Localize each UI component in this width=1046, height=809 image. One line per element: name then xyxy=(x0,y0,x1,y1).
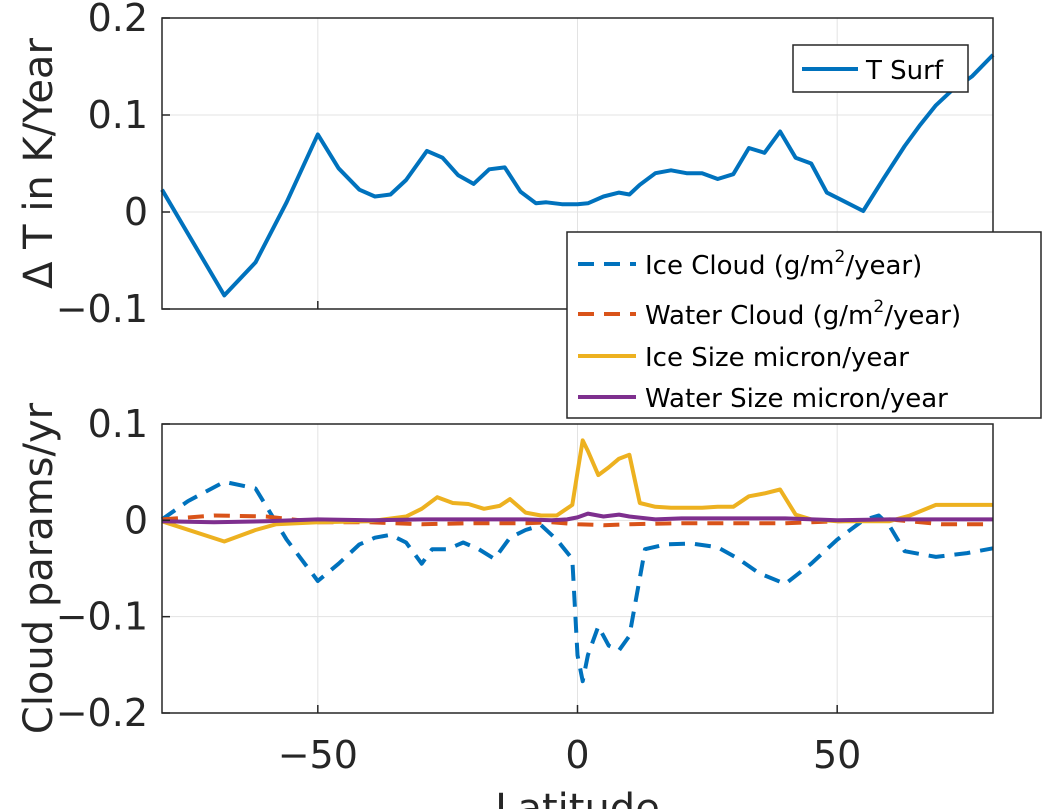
legend-entry-label: Water Size micron/year xyxy=(645,384,948,414)
legend-entry-label: Ice Cloud (g/m2/year) xyxy=(645,247,922,281)
legend-superscript: 2 xyxy=(873,297,884,317)
ytick-label-top: 0.2 xyxy=(88,0,148,40)
yticks-bottom: −0.2 −0.1 0 0.1 xyxy=(56,402,838,735)
series-line-t-surf xyxy=(160,53,995,298)
ytick-label-top: 0 xyxy=(124,190,148,234)
legend-text-main: Water Cloud (g/m xyxy=(645,301,873,331)
ytick-label-bottom: −0.1 xyxy=(56,595,148,639)
xtick-label-bottom: −50 xyxy=(278,733,358,777)
yticks-top: −0.1 0 0.1 0.2 xyxy=(56,0,838,331)
series-bottom xyxy=(160,438,994,684)
ytick-label-bottom: 0 xyxy=(124,498,148,542)
legend-entry-label: T Surf xyxy=(865,56,944,86)
legend-entry-label: Ice Size micron/year xyxy=(645,343,909,373)
series-line-ice-cloud-g-m2-year- xyxy=(160,479,994,684)
cloud-params-panel: −0.2 −0.1 0 0.1 −50 0 50 Cloud params/yr Lati… xyxy=(16,402,994,809)
x-axis-label-bottom: Latitude xyxy=(495,786,660,809)
ytick-label-top: −0.1 xyxy=(56,287,148,331)
legend-text-suffix: /year) xyxy=(845,251,922,281)
legend-text-main: Ice Cloud (g/m xyxy=(645,251,835,281)
y-axis-label-bottom: Cloud params/yr xyxy=(16,402,62,734)
ytick-label-bottom: −0.2 xyxy=(56,691,148,735)
legend-text-suffix: /year) xyxy=(884,301,961,331)
ytick-label-bottom: 0.1 xyxy=(88,402,148,446)
y-axis-label-top: Δ T in K/Year xyxy=(16,38,62,289)
xtick-label-bottom: 0 xyxy=(565,733,589,777)
xtick-label-bottom: 50 xyxy=(813,733,861,777)
ytick-label-top: 0.1 xyxy=(88,93,148,137)
series-line-water-size-micron-year xyxy=(161,511,993,525)
legend-bottom: Ice Cloud (g/m2/year)Water Cloud (g/m2/y… xyxy=(566,231,1042,419)
legend-box-bottom xyxy=(566,231,1042,419)
legend-superscript: 2 xyxy=(835,247,846,267)
xticks-bottom: −50 0 50 xyxy=(278,733,862,777)
legend-entry-label: Water Cloud (g/m2/year) xyxy=(645,297,961,331)
legend-top: T Surf xyxy=(792,44,969,93)
series-top xyxy=(160,53,995,298)
